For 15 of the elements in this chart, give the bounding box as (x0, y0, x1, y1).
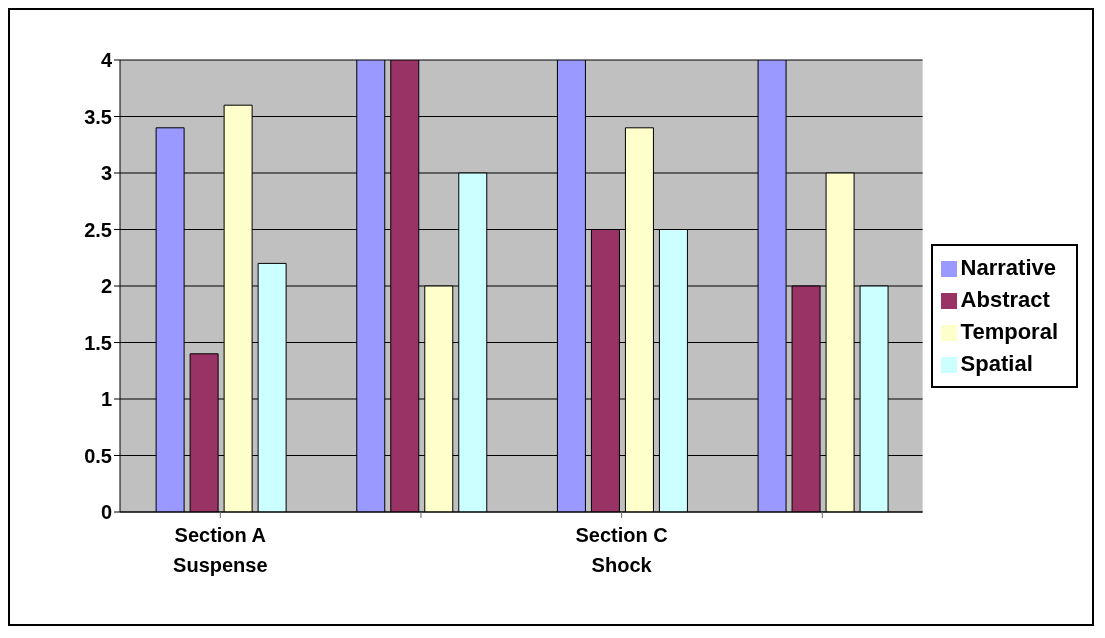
y-tick-label: 2 (100, 275, 112, 298)
y-tick-label: 0.5 (84, 444, 112, 467)
y-tick-label: 0 (100, 501, 112, 524)
y-tick-label: 3.5 (84, 105, 112, 128)
x-tick-label: Section C Shock (575, 524, 668, 576)
legend-label: Spatial (960, 351, 1033, 376)
y-tick-label: 2.5 (84, 218, 112, 241)
y-tick-label: 1.5 (84, 331, 112, 354)
y-tick-label: 3 (100, 162, 112, 185)
y-tick-label: 1 (100, 388, 112, 411)
x-tick-label: Section A Suspense (173, 524, 268, 576)
legend-label: Narrative (960, 255, 1056, 280)
y-tick-label: 4 (100, 49, 113, 72)
legend-label: Temporal (960, 319, 1058, 344)
legend-label: Abstract (960, 287, 1050, 312)
